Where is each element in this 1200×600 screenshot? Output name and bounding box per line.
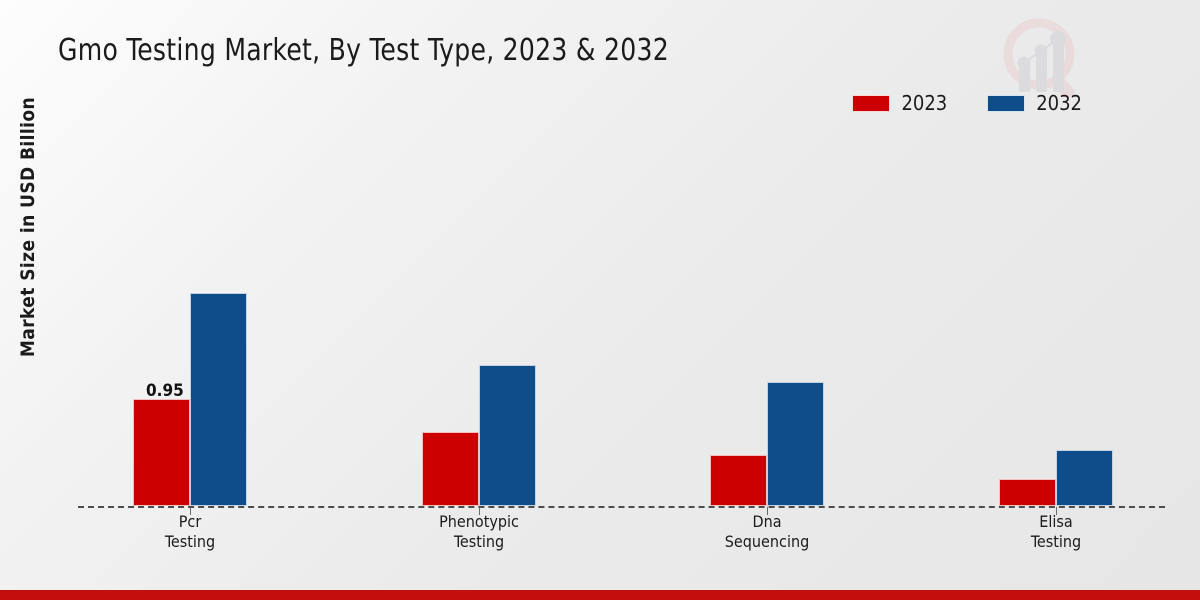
bar-2032-phenotypic-testing[interactable]	[479, 365, 536, 506]
bar-value-2023-pcr-testing: 0.95	[146, 381, 184, 401]
legend-swatch-2032	[987, 94, 1026, 112]
bar-2023-elisa-testing[interactable]	[999, 479, 1056, 506]
footer-accent-bar	[0, 590, 1200, 600]
legend-swatch-2023	[852, 94, 891, 112]
bar-2032-dna-sequencing[interactable]	[767, 382, 824, 506]
legend-item-2032[interactable]: 2032	[987, 91, 1082, 115]
x-label-line-1: Elisa	[1039, 512, 1073, 531]
legend-label-2032: 2032	[1036, 91, 1082, 115]
axis-baseline	[78, 506, 1165, 508]
chart-legend: 2023 2032	[852, 91, 1082, 115]
legend-label-2023: 2023	[901, 91, 948, 115]
x-tick-phenotypic-testing	[479, 507, 480, 515]
bar-2032-elisa-testing[interactable]	[1056, 450, 1113, 506]
x-label-line-2: Sequencing	[724, 532, 810, 551]
x-tick-pcr-testing	[190, 507, 191, 515]
x-label-phenotypic-testing: Phenotypic Testing	[369, 512, 589, 552]
bar-2023-pcr-testing[interactable]	[133, 399, 190, 506]
x-label-elisa-testing: Elisa Testing	[946, 512, 1166, 552]
x-tick-dna-sequencing	[767, 507, 768, 515]
legend-item-2023[interactable]: 2023	[852, 91, 947, 115]
chart-title: Gmo Testing Market, By Test Type, 2023 &…	[58, 33, 670, 68]
bar-2032-pcr-testing[interactable]	[190, 293, 247, 506]
x-label-line-1: Dna	[752, 512, 782, 531]
x-label-line-2: Testing	[164, 532, 216, 551]
bar-2023-phenotypic-testing[interactable]	[422, 432, 479, 506]
x-label-line-1: Phenotypic	[439, 512, 519, 531]
x-label-line-2: Testing	[453, 532, 505, 551]
x-label-pcr-testing: Pcr Testing	[80, 512, 300, 552]
x-label-dna-sequencing: Dna Sequencing	[657, 512, 877, 552]
x-tick-elisa-testing	[1056, 507, 1057, 515]
x-label-line-2: Testing	[1030, 532, 1082, 551]
bar-2023-dna-sequencing[interactable]	[710, 455, 767, 506]
x-label-line-1: Pcr	[178, 512, 202, 531]
